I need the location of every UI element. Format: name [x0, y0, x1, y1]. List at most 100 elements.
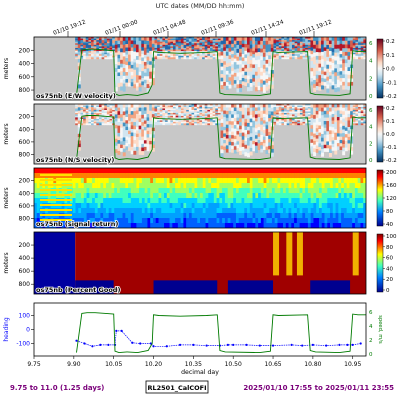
velocity-cell	[212, 111, 216, 114]
velocity-cell	[101, 112, 105, 115]
signal-cell	[238, 173, 242, 179]
velocity-cell	[114, 71, 118, 76]
signal-cell	[324, 198, 328, 204]
line-plot-area	[75, 312, 366, 354]
velocity-cell	[289, 109, 293, 112]
velocity-cell	[199, 115, 203, 118]
velocity-cell	[344, 63, 348, 68]
signal-cell	[139, 188, 143, 194]
signal-cell	[216, 198, 220, 204]
signal-cell	[227, 223, 231, 228]
velocity-cell	[299, 47, 303, 50]
velocity-cell	[202, 37, 206, 39]
velocity-cell	[310, 121, 314, 126]
velocity-cell	[75, 55, 79, 58]
signal-cell	[161, 213, 165, 219]
velocity-cell	[109, 123, 113, 126]
velocity-cell	[289, 44, 293, 47]
signal-cell	[274, 208, 278, 214]
velocity-cell	[135, 104, 139, 108]
velocity-cell	[360, 115, 364, 118]
velocity-cell	[172, 109, 176, 112]
panel-label: os75nb (signal return)	[36, 220, 118, 228]
velocity-cell	[334, 111, 338, 116]
signal-cell	[166, 168, 170, 174]
velocity-cell	[154, 37, 158, 39]
signal-cell	[324, 203, 328, 209]
signal-cell	[119, 203, 123, 209]
velocity-cell	[294, 37, 298, 39]
signal-cell	[114, 208, 118, 214]
signal-cell	[324, 173, 328, 179]
velocity-cell	[249, 56, 253, 61]
velocity-cell	[106, 41, 110, 44]
signal-cell	[83, 173, 87, 179]
velocity-cell	[299, 46, 303, 49]
signal-stripe	[40, 219, 72, 221]
signal-cell	[307, 218, 311, 224]
velocity-cell	[120, 120, 124, 125]
velocity-cell	[355, 55, 359, 58]
signal-cell	[330, 178, 334, 184]
velocity-cell	[80, 44, 84, 47]
signal-cell	[83, 188, 87, 194]
signal-cell	[172, 198, 176, 204]
velocity-cell	[112, 112, 116, 115]
velocity-cell	[281, 43, 285, 46]
signal-cell	[318, 218, 323, 224]
signal-cell	[191, 173, 195, 179]
velocity-cell	[117, 40, 121, 45]
signal-cell	[177, 173, 181, 179]
velocity-cell	[225, 124, 229, 129]
signal-cell	[332, 173, 336, 179]
velocity-cell	[299, 43, 303, 46]
velocity-cell	[135, 136, 139, 141]
velocity-cell	[286, 57, 290, 60]
velocity-cell	[175, 109, 179, 112]
velocity-cell	[294, 118, 298, 121]
velocity-cell	[91, 51, 94, 53]
velocity-cell	[138, 125, 142, 130]
velocity-cell	[149, 120, 153, 125]
velocity-cell	[244, 40, 248, 45]
signal-cell	[349, 193, 353, 199]
velocity-cell	[167, 38, 171, 41]
velocity-cell	[170, 121, 174, 124]
velocity-cell	[347, 59, 351, 64]
velocity-cell	[336, 104, 340, 108]
signal-cell	[296, 208, 300, 214]
velocity-cell	[159, 109, 163, 112]
velocity-cell	[217, 115, 221, 118]
percent-good-streak	[296, 232, 303, 276]
velocity-cell	[151, 107, 155, 112]
velocity-cell	[299, 106, 303, 109]
velocity-cell	[326, 110, 330, 115]
velocity-cell	[302, 106, 306, 109]
signal-cell	[224, 173, 228, 179]
speed-overlay-line	[76, 115, 366, 160]
velocity-cell	[358, 111, 362, 114]
velocity-cell	[315, 124, 319, 129]
signal-cell	[133, 183, 137, 189]
velocity-cell	[363, 118, 366, 121]
signal-cell	[247, 203, 251, 209]
velocity-cell	[141, 111, 145, 116]
signal-cell	[213, 178, 217, 184]
velocity-cell	[352, 37, 356, 39]
velocity-cell	[347, 107, 351, 111]
velocity-cell	[254, 83, 258, 88]
velocity-cell	[215, 44, 219, 47]
velocity-cell	[355, 41, 359, 44]
velocity-cell	[85, 44, 89, 47]
velocity-cell	[239, 122, 243, 126]
velocity-cell	[165, 47, 169, 50]
velocity-cell	[236, 68, 240, 73]
velocity-cell	[321, 59, 324, 64]
velocity-cell	[228, 37, 232, 41]
velocity-cell	[135, 71, 139, 76]
signal-cell	[352, 178, 356, 184]
velocity-cell	[360, 112, 364, 115]
velocity-cell	[172, 55, 176, 58]
velocity-cell	[270, 70, 274, 75]
velocity-cell	[83, 37, 87, 39]
